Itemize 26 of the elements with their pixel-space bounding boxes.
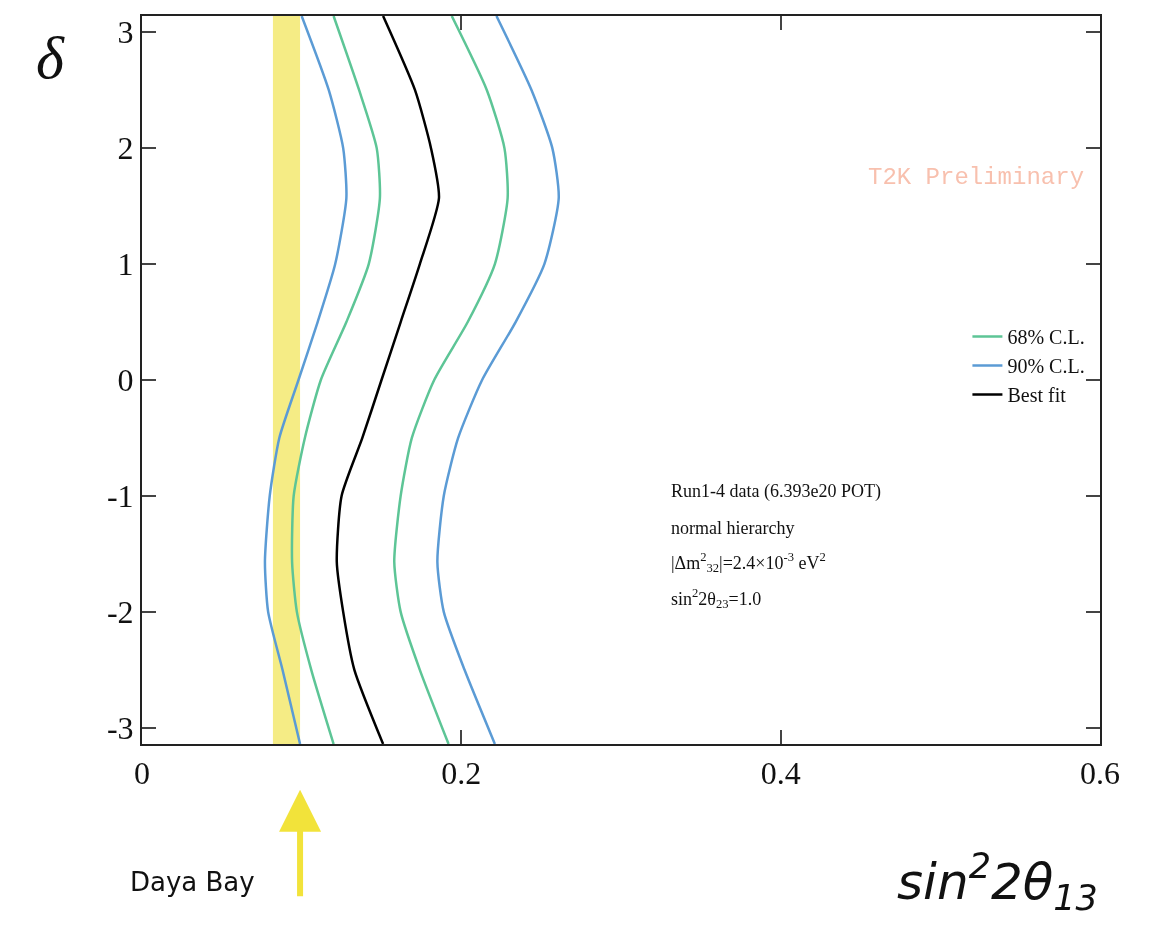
x-axis-title: sin$^{2}$2θ$_{13}$ (897, 846, 1098, 918)
line-series (290, 16, 382, 744)
x-tick-label: 0.6 (1080, 755, 1120, 792)
y-tick-label: -1 (106, 478, 134, 515)
annotation: |Δm$^{2}$$_{32}$|=2.4×10$^{-3}$ eV$^{2}$ (671, 550, 826, 576)
y-tick-label: -2 (106, 594, 134, 631)
line-series (393, 16, 510, 744)
legend-label: Best fit (1007, 384, 1067, 407)
annotation: T2K Preliminary (868, 164, 1085, 191)
y-tick-label: 3 (117, 14, 134, 51)
legend-label: 68% C.L. (1007, 326, 1085, 349)
y-tick-label: 0 (117, 362, 134, 399)
annotation: sin$^{2}$2θ$_{23}$=1.0 (671, 586, 762, 612)
legend-label: 90% C.L. (1007, 355, 1085, 378)
x-tick-label: 0.4 (760, 755, 801, 792)
y-tick-label: 1 (117, 246, 134, 283)
y-axis-title: δ (36, 25, 65, 91)
line-series (436, 16, 560, 744)
line-series (263, 16, 348, 744)
annotation: Run1-4 data (6.393e20 POT) (671, 481, 881, 502)
y-tick-label: 2 (117, 130, 134, 167)
x-tick-label: 0.2 (441, 755, 482, 792)
annotation: normal hierarchy (671, 518, 795, 538)
y-tick-label: -3 (106, 709, 134, 746)
text: Daya Bay (130, 867, 255, 897)
line-series (335, 16, 441, 744)
